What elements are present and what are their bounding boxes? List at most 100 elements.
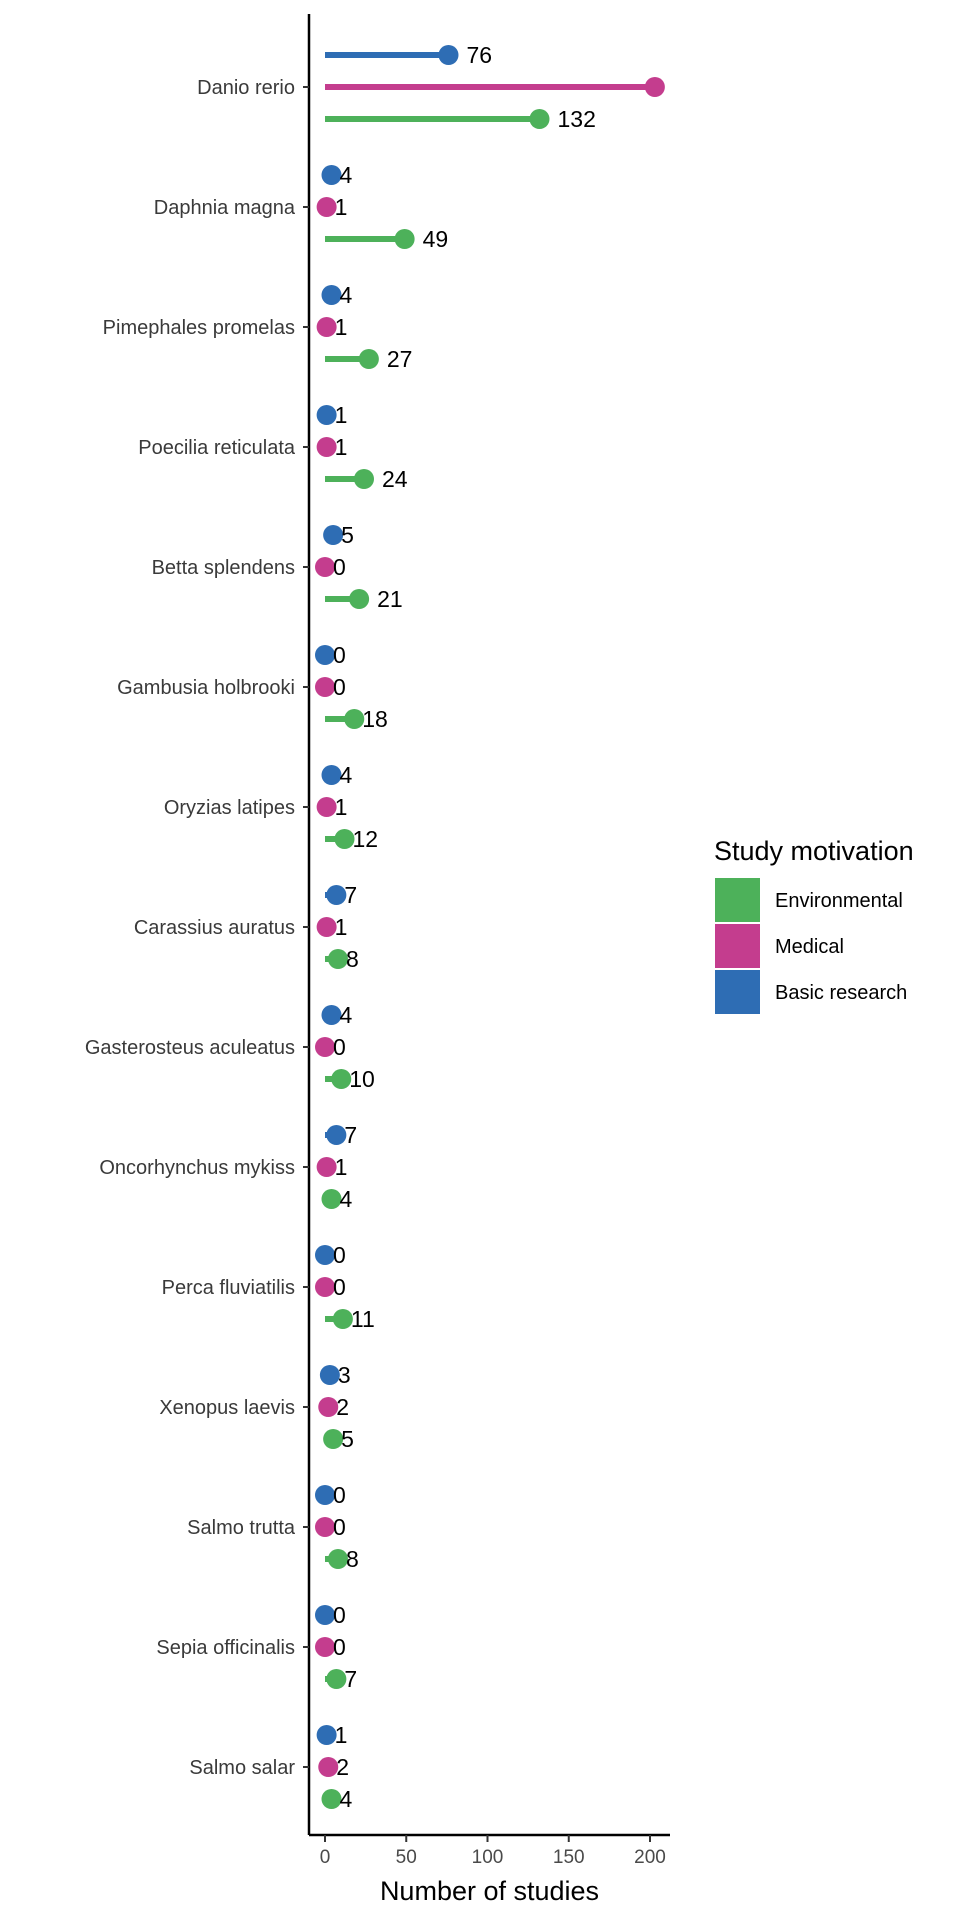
value-label-environmental-gasterosteus-aculeatus: 10 xyxy=(349,1066,375,1092)
species-label-oncorhynchus-mykiss: Oncorhynchus mykiss xyxy=(99,1157,295,1179)
legend-label-basic-research: Basic research xyxy=(775,982,907,1004)
dot-basic-research-betta-splendens xyxy=(323,525,344,545)
dot-medical-poecilia-reticulata xyxy=(316,437,337,457)
dot-environmental-betta-splendens xyxy=(349,589,370,609)
value-label-basic-research-salmo-trutta: 0 xyxy=(333,1482,346,1508)
dot-environmental-gambusia-holbrooki xyxy=(344,709,365,729)
species-label-oryzias-latipes: Oryzias latipes xyxy=(164,797,295,819)
dot-environmental-xenopus-laevis xyxy=(323,1429,344,1449)
value-label-medical-carassius-auratus: 1 xyxy=(335,914,348,940)
value-label-basic-research-pimephales-promelas: 4 xyxy=(340,282,353,308)
value-label-medical-pimephales-promelas: 1 xyxy=(335,314,348,340)
dot-environmental-sepia-officinalis xyxy=(326,1669,347,1689)
dot-medical-gambusia-holbrooki xyxy=(315,677,335,697)
dot-environmental-poecilia-reticulata xyxy=(354,469,374,489)
x-tick-label-100: 100 xyxy=(472,1847,504,1868)
dot-medical-sepia-officinalis xyxy=(315,1637,335,1657)
dot-basic-research-poecilia-reticulata xyxy=(316,405,337,425)
dot-basic-research-xenopus-laevis xyxy=(319,1365,340,1385)
dot-medical-carassius-auratus xyxy=(316,917,337,937)
value-label-basic-research-danio-rerio: 76 xyxy=(467,42,493,68)
value-label-medical-sepia-officinalis: 0 xyxy=(333,1634,346,1660)
dot-environmental-salmo-salar xyxy=(321,1789,342,1809)
value-label-medical-salmo-salar: 2 xyxy=(336,1754,349,1780)
dot-medical-betta-splendens xyxy=(315,557,335,577)
value-label-basic-research-oryzias-latipes: 4 xyxy=(340,762,353,788)
dot-environmental-gasterosteus-aculeatus xyxy=(331,1069,352,1089)
value-label-environmental-pimephales-promelas: 27 xyxy=(387,346,413,372)
dot-medical-oncorhynchus-mykiss xyxy=(316,1157,337,1177)
legend-label-medical: Medical xyxy=(775,936,844,958)
value-label-medical-betta-splendens: 0 xyxy=(333,554,346,580)
dot-basic-research-gasterosteus-aculeatus xyxy=(321,1005,342,1025)
value-label-medical-perca-fluviatilis: 0 xyxy=(333,1274,346,1300)
value-label-environmental-poecilia-reticulata: 24 xyxy=(382,466,408,492)
legend-label-environmental: Environmental xyxy=(775,890,903,912)
dot-medical-gasterosteus-aculeatus xyxy=(315,1037,335,1057)
value-label-medical-oncorhynchus-mykiss: 1 xyxy=(335,1154,348,1180)
dot-environmental-danio-rerio xyxy=(529,109,550,129)
lollipop-layer xyxy=(315,45,665,1809)
dot-environmental-perca-fluviatilis xyxy=(332,1309,353,1329)
dot-medical-xenopus-laevis xyxy=(318,1397,339,1417)
value-label-medical-poecilia-reticulata: 1 xyxy=(335,434,348,460)
value-label-environmental-salmo-salar: 4 xyxy=(340,1786,353,1812)
dot-basic-research-gambusia-holbrooki xyxy=(315,645,335,665)
species-label-salmo-trutta: Salmo trutta xyxy=(187,1517,296,1539)
x-tick-label-0: 0 xyxy=(320,1847,331,1868)
value-label-environmental-perca-fluviatilis: 11 xyxy=(351,1306,375,1332)
dot-medical-salmo-trutta xyxy=(315,1517,335,1537)
species-label-poecilia-reticulata: Poecilia reticulata xyxy=(138,437,296,459)
species-label-daphnia-magna: Daphnia magna xyxy=(154,197,296,219)
dot-basic-research-oncorhynchus-mykiss xyxy=(326,1125,347,1145)
value-label-environmental-xenopus-laevis: 5 xyxy=(341,1426,354,1452)
x-axis: 0 50 100 150 200 xyxy=(309,1833,670,1868)
species-label-gambusia-holbrooki: Gambusia holbrooki xyxy=(117,677,295,699)
value-label-medical-xenopus-laevis: 2 xyxy=(336,1394,349,1420)
dot-basic-research-oryzias-latipes xyxy=(321,765,342,785)
value-label-medical-salmo-trutta: 0 xyxy=(333,1514,346,1540)
value-label-basic-research-carassius-auratus: 7 xyxy=(344,882,357,908)
legend-title: Study motivation xyxy=(714,836,914,866)
value-label-basic-research-salmo-salar: 1 xyxy=(335,1722,348,1748)
dot-environmental-daphnia-magna xyxy=(394,229,415,249)
x-tick-label-200: 200 xyxy=(634,1847,666,1868)
dot-environmental-pimephales-promelas xyxy=(358,349,379,369)
dot-basic-research-sepia-officinalis xyxy=(315,1605,335,1625)
dot-medical-daphnia-magna xyxy=(316,197,337,217)
dot-basic-research-pimephales-promelas xyxy=(321,285,342,305)
species-label-xenopus-laevis: Xenopus laevis xyxy=(159,1397,295,1419)
dot-medical-danio-rerio xyxy=(644,77,665,97)
x-tick-label-50: 50 xyxy=(396,1847,417,1868)
species-label-carassius-auratus: Carassius auratus xyxy=(134,917,295,939)
species-label-betta-splendens: Betta splendens xyxy=(152,557,295,579)
legend-swatch-environmental xyxy=(715,878,760,922)
value-label-basic-research-xenopus-laevis: 3 xyxy=(338,1362,351,1388)
species-label-salmo-salar: Salmo salar xyxy=(189,1757,295,1779)
legend-swatch-medical xyxy=(715,924,760,968)
dot-environmental-carassius-auratus xyxy=(328,949,348,969)
value-label-basic-research-sepia-officinalis: 0 xyxy=(333,1602,346,1628)
value-label-basic-research-perca-fluviatilis: 0 xyxy=(333,1242,346,1268)
value-label-environmental-oncorhynchus-mykiss: 4 xyxy=(340,1186,353,1212)
value-label-environmental-oryzias-latipes: 12 xyxy=(353,826,379,852)
value-label-medical-gambusia-holbrooki: 0 xyxy=(333,674,346,700)
dot-environmental-salmo-trutta xyxy=(328,1549,348,1569)
dot-basic-research-carassius-auratus xyxy=(326,885,347,905)
x-axis-title: Number of studies xyxy=(380,1876,599,1906)
dot-basic-research-danio-rerio xyxy=(438,45,459,65)
dot-medical-salmo-salar xyxy=(318,1757,339,1777)
dot-basic-research-salmo-trutta xyxy=(315,1485,335,1505)
value-label-basic-research-gasterosteus-aculeatus: 4 xyxy=(340,1002,353,1028)
species-label-danio-rerio: Danio rerio xyxy=(197,77,295,99)
dot-basic-research-salmo-salar xyxy=(316,1725,337,1745)
x-tick-label-150: 150 xyxy=(553,1847,585,1868)
value-label-environmental-danio-rerio: 132 xyxy=(558,106,596,132)
species-label-sepia-officinalis: Sepia officinalis xyxy=(156,1637,295,1659)
dot-environmental-oryzias-latipes xyxy=(334,829,355,849)
value-label-medical-oryzias-latipes: 1 xyxy=(335,794,348,820)
value-label-environmental-betta-splendens: 21 xyxy=(377,586,403,612)
y-axis: Danio rerio Daphnia magna Pimephales prome… xyxy=(85,14,311,1835)
value-label-basic-research-betta-splendens: 5 xyxy=(341,522,354,548)
